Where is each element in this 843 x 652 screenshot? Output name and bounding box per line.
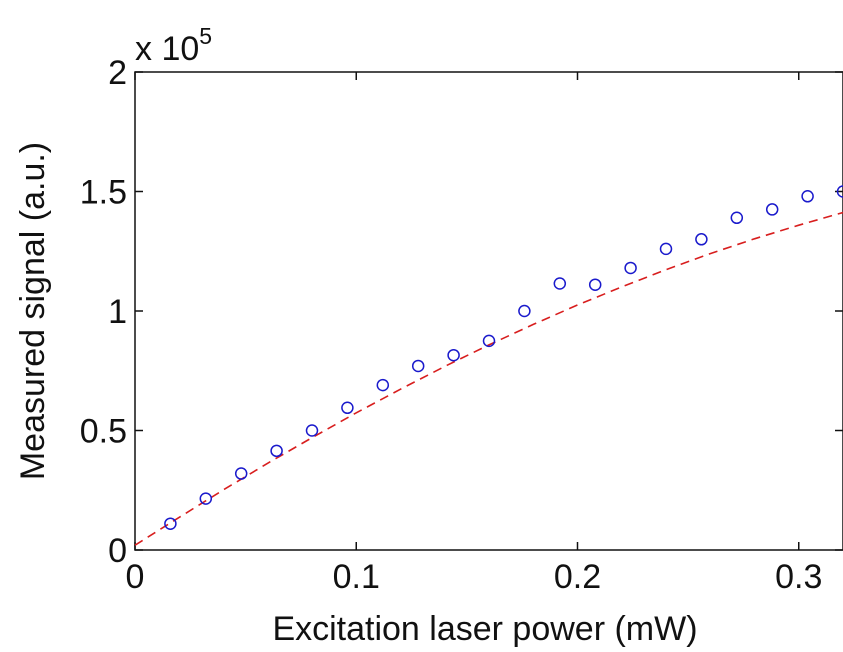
y-tick-label: 0 <box>108 532 127 570</box>
fit-line-group <box>134 211 843 546</box>
x-tick-label: 0.2 <box>554 558 601 596</box>
data-point-marker <box>801 190 814 203</box>
y-axis-ticks: 0 0.5 1 1.5 2 <box>80 54 843 570</box>
data-point-marker <box>164 517 177 530</box>
y-tick-label: 2 <box>108 54 127 92</box>
x-tick-label: 0.3 <box>775 558 822 596</box>
data-point-marker <box>411 359 425 373</box>
data-point-marker <box>836 185 843 198</box>
data-point-marker <box>447 348 460 362</box>
data-point-marker <box>199 492 213 505</box>
data-point-marker <box>730 211 744 225</box>
x-axis-label: Excitation laser power (mW) <box>272 610 697 648</box>
y-multiplier-base: x 10 <box>135 30 199 68</box>
data-point-marker <box>588 278 602 291</box>
y-multiplier-label: x 105 <box>135 23 212 68</box>
fit-line <box>134 211 843 546</box>
data-point-marker <box>270 444 283 458</box>
data-point-marker <box>341 401 354 415</box>
data-point-marker <box>234 467 248 480</box>
y-tick-label: 1.5 <box>80 174 127 212</box>
y-tick-label: 1 <box>108 293 127 331</box>
data-point-marker <box>305 424 319 437</box>
data-point-marker <box>765 203 779 216</box>
x-tick-label: 0.1 <box>333 558 380 596</box>
data-point-marker <box>624 261 637 275</box>
data-point-marker <box>659 242 673 256</box>
data-point-marker <box>553 277 567 290</box>
x-axis-ticks: 0 0.1 0.2 0.3 <box>126 72 822 596</box>
y-multiplier-exponent: 5 <box>199 23 212 49</box>
data-point-marker <box>376 378 390 392</box>
data-markers <box>164 185 843 530</box>
y-axis-label: Measured signal (a.u.) <box>14 142 52 480</box>
plot-area-frame <box>134 71 843 551</box>
data-point-marker <box>695 233 708 246</box>
data-point-marker <box>482 334 496 348</box>
y-tick-label: 0.5 <box>80 413 127 451</box>
x-tick-label: 0 <box>126 558 145 596</box>
data-point-marker <box>518 304 531 318</box>
